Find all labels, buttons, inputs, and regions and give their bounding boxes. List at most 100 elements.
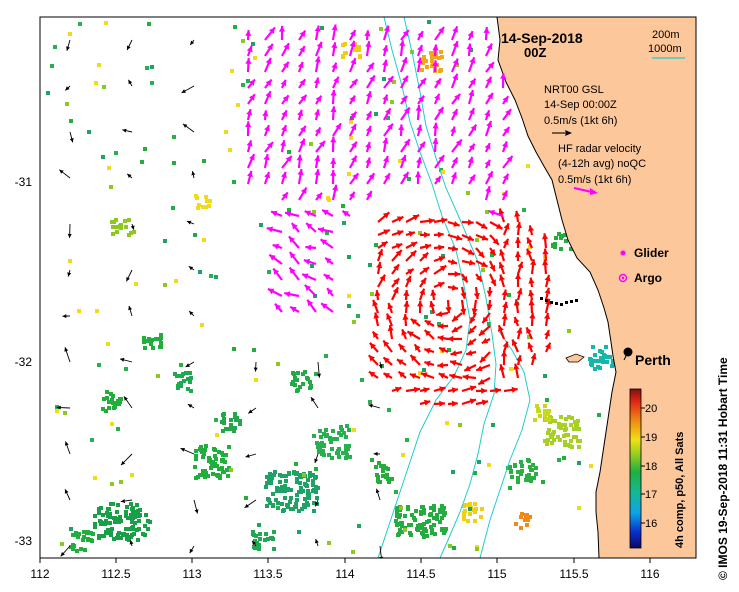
sst-pixel [303, 497, 307, 501]
sst-pixel [564, 433, 568, 437]
sst-pixel [105, 390, 109, 394]
sst-pixel [132, 532, 136, 536]
sst-pixel [528, 465, 532, 469]
hf-arrow-head [313, 77, 320, 84]
sst-pixel [284, 479, 288, 483]
red-arrow-head [515, 222, 522, 229]
red-arrow-head [412, 215, 420, 221]
hf-arrow [306, 299, 317, 313]
sst-pixel [559, 247, 563, 251]
sst-pixel [82, 535, 86, 539]
red-arrow-head [372, 331, 379, 338]
hf-arrow-head [416, 57, 423, 64]
red-arrow [460, 299, 467, 315]
sst-pixel [543, 439, 547, 443]
hf-arrow [500, 72, 507, 89]
red-arrow-head [470, 316, 476, 324]
red-arrow-head [502, 238, 509, 246]
sst-pixel [452, 546, 456, 550]
red-arrow-head [530, 353, 537, 360]
red-arrow-head [498, 262, 505, 269]
y-tick-label: -31 [15, 175, 33, 189]
hf-arrow [349, 29, 357, 41]
hf-arrow [382, 94, 389, 105]
sst-pixel [130, 473, 134, 477]
sst-pixel [101, 155, 105, 159]
sst-pixel [189, 376, 193, 380]
hf-arrow-head [417, 31, 423, 38]
hf-arrow [341, 209, 351, 217]
sst-pixel [563, 440, 567, 444]
sst-pixel [468, 507, 472, 511]
sst-pixel [573, 420, 577, 424]
nrt-arrow-head [127, 45, 131, 50]
hf-arrow [330, 169, 337, 185]
sst-pixel [567, 415, 571, 419]
sst-pixel [343, 42, 347, 46]
red-arrow [405, 241, 418, 249]
red-arrow-head [410, 318, 418, 325]
red-arrow-head [486, 290, 493, 297]
sst-pixel [95, 309, 99, 313]
sst-pixel [143, 524, 147, 528]
red-arrow-head [489, 248, 496, 256]
sst-pixel [257, 523, 261, 527]
hf-arrow [297, 109, 304, 121]
red-arrow [433, 281, 445, 289]
sst-pixel [125, 505, 129, 509]
hf-arrow-head [314, 56, 321, 63]
sst-pixel [281, 509, 285, 513]
red-arrow [372, 299, 380, 314]
island-shape [565, 353, 585, 363]
hf-arrow [264, 26, 276, 41]
hf-arrow [298, 78, 307, 89]
red-arrow [385, 313, 394, 327]
sst-pixel [110, 422, 114, 426]
nrt-arrow-head [378, 364, 383, 369]
hf-arrow-head [322, 210, 329, 216]
hf-arrow-head [342, 210, 349, 217]
hf-arrow-head [415, 105, 422, 111]
sst-pixel [72, 544, 76, 548]
sst-pixel [220, 466, 224, 470]
sst-pixel [173, 372, 177, 376]
sst-pixel [552, 438, 556, 442]
sst-pixel [610, 364, 614, 368]
sst-pixel [93, 525, 97, 529]
red-arrow-head [395, 250, 402, 257]
nrt-arrow [189, 545, 195, 554]
red-arrow-head [452, 315, 459, 322]
sst-pixel [559, 415, 563, 419]
sst-pixel [422, 508, 426, 512]
sst-pixel [90, 438, 94, 442]
red-arrow [489, 247, 497, 257]
sst-pixel [296, 388, 300, 392]
sst-pixel [419, 510, 423, 514]
hf-arrow-head [438, 27, 444, 34]
sst-pixel [522, 208, 526, 212]
hf-arrow-head [315, 95, 322, 103]
hf-arrow [305, 244, 317, 251]
hf-arrow-head [314, 169, 321, 176]
nrt-arrow [60, 545, 71, 557]
sst-pixel [196, 206, 200, 210]
hf-arrow [416, 124, 423, 137]
sst-pixel [420, 526, 424, 530]
sst-pixel [188, 371, 192, 375]
red-arrow-head [451, 387, 458, 394]
hf-arrow-head [316, 41, 323, 49]
sst-pixel [345, 453, 349, 457]
sst-pixel [223, 460, 227, 464]
nrt-arrow-head [127, 173, 132, 178]
hf-arrow [314, 169, 321, 185]
sst-pixel [127, 233, 131, 237]
red-arrow-head [469, 385, 477, 392]
red-arrow [513, 299, 520, 314]
nrt-arrow [314, 453, 319, 464]
sst-pixel [516, 476, 520, 480]
sst-pixel [200, 473, 204, 477]
hf-arrow-head [469, 78, 476, 86]
red-arrow-head [480, 356, 487, 363]
x-tick-label: 116 [640, 567, 659, 581]
hf-arrow-head [468, 143, 475, 151]
